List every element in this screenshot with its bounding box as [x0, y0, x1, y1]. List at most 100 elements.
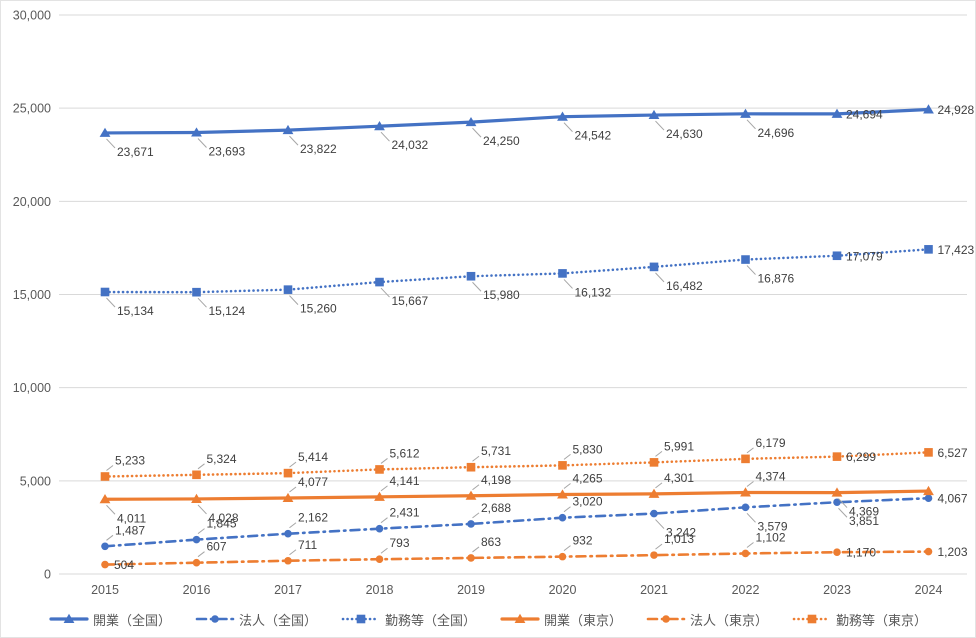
data-point-marker — [832, 251, 842, 261]
legend-marker — [356, 614, 366, 624]
label-leader-line — [197, 528, 205, 535]
label-leader-line — [106, 297, 116, 308]
data-label: 6,179 — [756, 436, 786, 450]
label-leader-line — [655, 450, 663, 457]
chart-legend: 開業（全国） 法人（全国） 勤務等（全国） 開業（東京） 法人（東京） 勤務等（東京） — [1, 604, 975, 634]
data-label: 1,203 — [938, 545, 968, 559]
label-leader-line — [197, 463, 205, 470]
y-axis-tick-label: 25,000 — [13, 102, 51, 116]
data-label: 5,612 — [390, 446, 420, 460]
legend-item: 法人（全国） — [195, 610, 317, 629]
data-point-marker — [831, 108, 843, 118]
label-leader-line — [563, 279, 573, 289]
data-label: 711 — [298, 538, 317, 552]
data-point-marker — [192, 535, 201, 544]
label-leader-line — [197, 504, 207, 515]
data-label: 24,032 — [392, 138, 429, 152]
data-point-marker — [740, 487, 751, 497]
label-leader-line — [563, 483, 571, 489]
series-line — [103, 107, 931, 135]
data-label: 863 — [481, 535, 501, 549]
x-axis-tick-label: 2023 — [823, 583, 851, 597]
data-label: 1,845 — [207, 517, 237, 531]
data-label: 1,102 — [756, 530, 786, 544]
label-leader-line — [106, 534, 114, 541]
legend-marker — [662, 615, 670, 623]
label-leader-line — [563, 506, 571, 513]
legend-item: 開業（東京） — [500, 610, 622, 629]
data-point-marker — [833, 498, 841, 507]
data-point-marker — [924, 245, 933, 254]
x-axis-tick-label: 2015 — [91, 583, 119, 597]
data-point-marker — [649, 262, 659, 272]
label-leader-line — [106, 465, 114, 471]
legend-label: 勤務等（全国） — [384, 612, 476, 628]
data-point-marker — [283, 285, 293, 294]
data-label: 4,077 — [298, 475, 328, 489]
data-point-marker — [100, 287, 110, 297]
data-label: 3,020 — [573, 495, 603, 509]
legend-marker — [63, 613, 75, 623]
label-leader-line — [472, 127, 482, 138]
data-label: 932 — [573, 534, 593, 548]
data-label: 793 — [390, 536, 410, 550]
x-axis-tick-label: 2021 — [640, 583, 668, 597]
data-label: 16,132 — [575, 285, 612, 299]
legend-item: 開業（全国） — [49, 610, 171, 629]
legend-marker-sample — [195, 615, 235, 623]
data-label: 4,265 — [573, 472, 603, 486]
data-point-marker — [558, 513, 567, 522]
data-point-marker — [467, 520, 475, 528]
data-point-marker — [192, 287, 201, 297]
legend-marker — [807, 614, 817, 624]
label-leader-line — [289, 461, 297, 468]
data-point-marker — [99, 127, 111, 137]
data-label: 3,242 — [666, 526, 696, 540]
label-leader-line — [197, 551, 205, 558]
data-label: 4,028 — [209, 511, 239, 525]
label-leader-line — [655, 519, 665, 529]
data-point-marker — [375, 465, 384, 474]
data-label: 15,980 — [483, 288, 520, 302]
label-leader-line — [380, 517, 388, 524]
data-point-marker — [282, 492, 294, 503]
label-leader-line — [746, 542, 754, 548]
data-label: 1,170 — [846, 546, 876, 560]
data-label: 6,299 — [846, 450, 876, 464]
data-point-marker — [741, 549, 750, 558]
series-line — [103, 248, 930, 294]
label-leader-line — [746, 119, 756, 130]
y-axis-tick-label: 15,000 — [13, 288, 51, 302]
label-leader-line — [289, 522, 297, 529]
data-point-marker — [741, 454, 750, 464]
data-point-marker — [284, 529, 292, 538]
data-label: 4,198 — [481, 473, 511, 487]
data-label: 15,134 — [117, 304, 154, 318]
series-line — [103, 489, 931, 501]
data-label: 2,688 — [481, 501, 511, 515]
legend-marker-sample — [49, 613, 89, 623]
label-leader-line — [106, 504, 116, 515]
data-point-marker — [558, 552, 567, 561]
data-label: 5,414 — [298, 450, 328, 464]
legend-item: 勤務等（全国） — [341, 610, 476, 629]
data-point-marker — [740, 108, 751, 118]
label-leader-line — [655, 482, 663, 489]
data-point-marker — [650, 551, 658, 559]
data-point-marker — [191, 127, 202, 137]
legend-marker-sample — [646, 615, 686, 623]
data-label: 5,731 — [481, 444, 511, 458]
data-label: 2,162 — [298, 511, 328, 525]
data-label: 2,431 — [390, 506, 420, 520]
data-point-marker — [741, 503, 750, 512]
data-label: 5,830 — [573, 442, 603, 456]
data-point-marker — [375, 524, 384, 533]
data-label: 5,324 — [207, 452, 237, 466]
label-leader-line — [197, 138, 207, 148]
data-label: 15,667 — [392, 294, 429, 308]
label-leader-line — [380, 485, 388, 492]
data-point-marker — [648, 109, 660, 120]
label-leader-line — [472, 512, 480, 519]
y-axis-tick-label: 0 — [44, 568, 51, 582]
